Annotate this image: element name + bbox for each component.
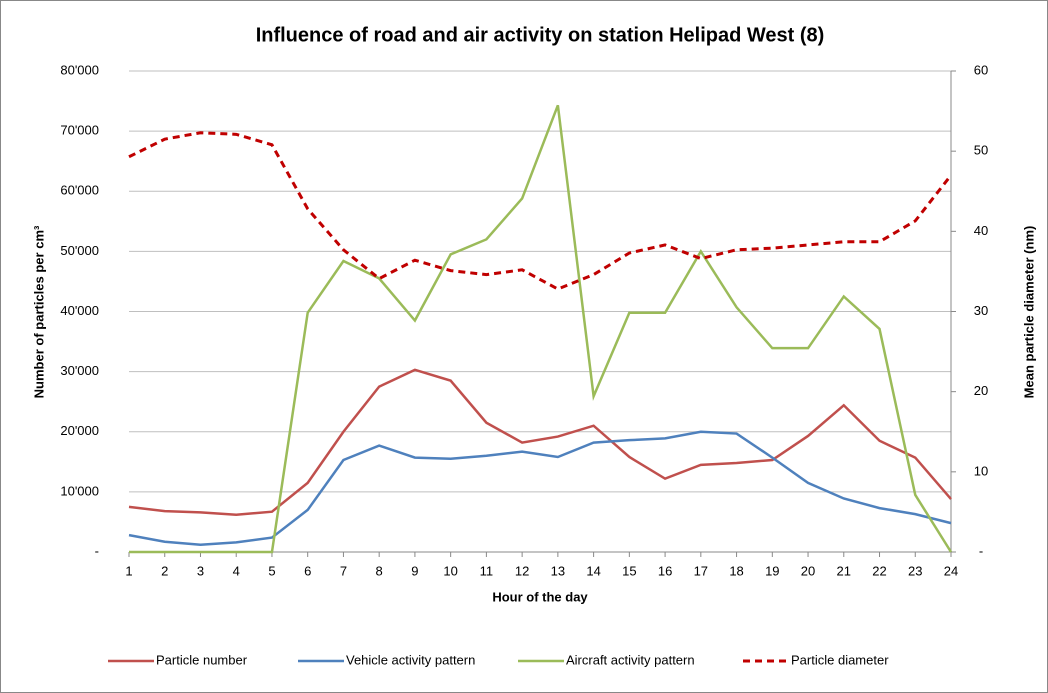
x-tick-label: 14 (586, 563, 600, 578)
x-tick-label: 3 (197, 563, 204, 578)
x-tick-label: 13 (551, 563, 565, 578)
x-tick-label: 21 (837, 563, 851, 578)
x-tick-label: 4 (233, 563, 240, 578)
x-tick-label: 24 (944, 563, 958, 578)
y-tick-label: 10'000 (60, 483, 99, 498)
legend-label: Particle diameter (791, 652, 889, 667)
chart-title: Influence of road and air activity on st… (256, 24, 825, 46)
y2-axis-title: Mean particle diameter (nm) (1021, 226, 1036, 399)
y-tick-label: 50'000 (60, 243, 99, 258)
y-axis-title: Number of particles per cm³ (31, 225, 46, 398)
x-tick-label: 5 (268, 563, 275, 578)
y2-tick-label: 10 (974, 463, 988, 478)
x-tick-label: 22 (872, 563, 886, 578)
x-tick-label: 8 (376, 563, 383, 578)
series-line (128, 131, 953, 291)
series-line (129, 104, 953, 554)
x-tick-label: 16 (658, 563, 672, 578)
x-tick-label: 17 (694, 563, 708, 578)
y2-tick-label: 40 (974, 223, 988, 238)
y-tick-label: 70'000 (60, 123, 99, 138)
x-tick-label: 10 (443, 563, 457, 578)
x-tick-label: 23 (908, 563, 922, 578)
x-axis-title: Hour of the day (492, 589, 588, 604)
x-tick-label: 9 (411, 563, 418, 578)
y2-tick-label: 50 (974, 143, 988, 158)
legend-label: Vehicle activity pattern (346, 652, 475, 667)
legend-label: Aircraft activity pattern (566, 652, 695, 667)
x-tick-label: 18 (729, 563, 743, 578)
x-tick-label: 2 (161, 563, 168, 578)
x-tick-label: 15 (622, 563, 636, 578)
y-tick-label: 60'000 (60, 183, 99, 198)
x-tick-label: 20 (801, 563, 815, 578)
x-tick-label: 11 (480, 563, 494, 578)
y2-tick-label: - (979, 543, 983, 558)
y-tick-label: 20'000 (60, 423, 99, 438)
x-tick-label: 6 (304, 563, 311, 578)
x-tick-label: 19 (765, 563, 779, 578)
legend-label: Particle number (156, 652, 248, 667)
x-tick-label: 7 (340, 563, 347, 578)
y2-tick-label: 60 (974, 62, 988, 77)
series-line (128, 368, 952, 516)
y-tick-label: 80'000 (60, 62, 99, 77)
y-tick-label: - (95, 543, 99, 558)
y-tick-label: 30'000 (60, 363, 99, 378)
y2-tick-label: 30 (974, 303, 988, 318)
y2-tick-label: 20 (974, 383, 988, 398)
x-tick-label: 12 (515, 563, 529, 578)
x-tick-label: 1 (125, 563, 132, 578)
series-line (128, 430, 952, 547)
y-tick-label: 40'000 (60, 303, 99, 318)
